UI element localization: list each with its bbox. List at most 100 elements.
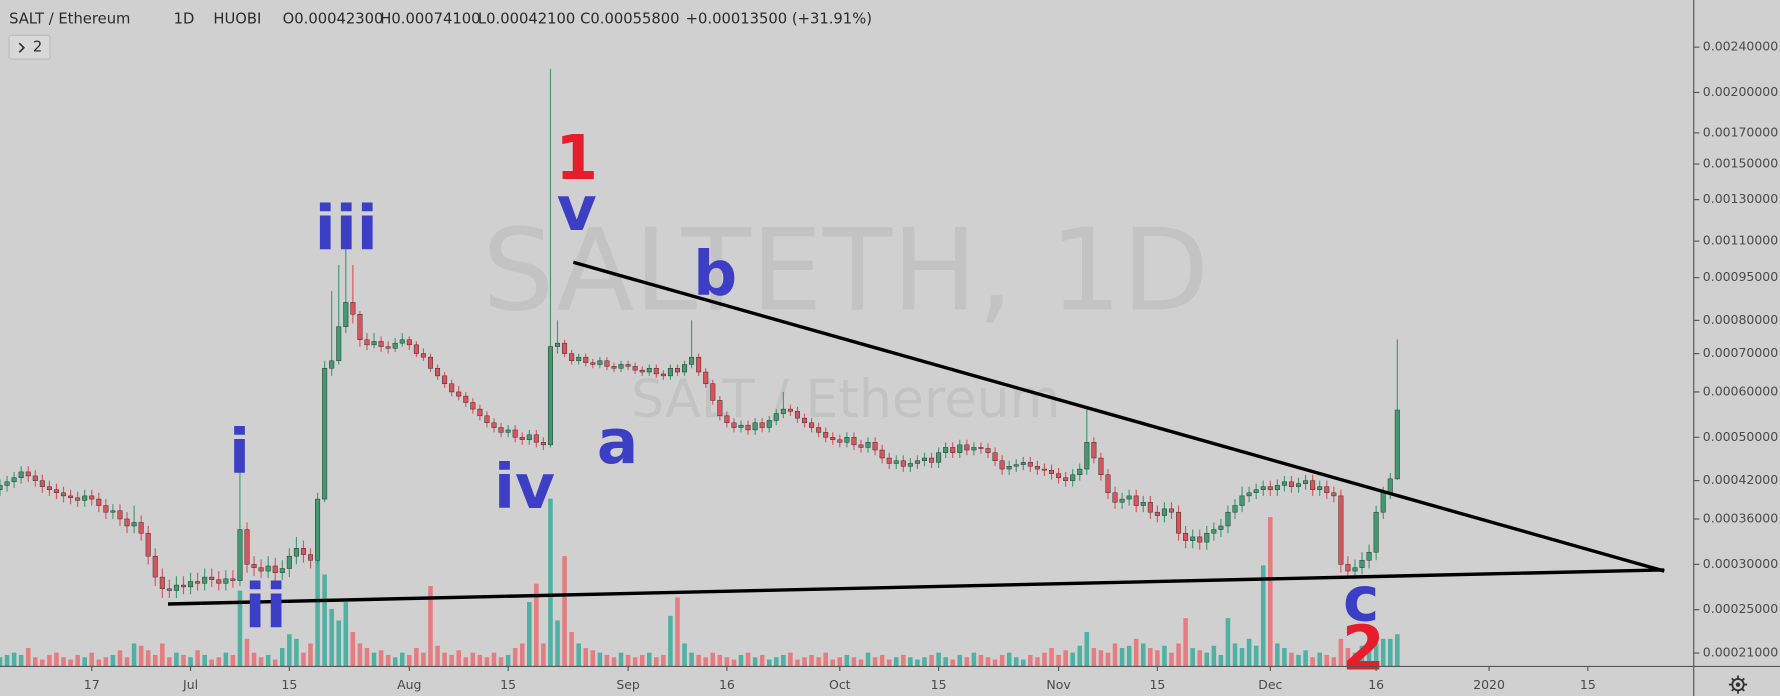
candle-body	[265, 565, 271, 572]
volume-bar	[583, 648, 589, 667]
candle-body	[766, 420, 772, 428]
annotations: 1 v iii b i iv a ii c 2	[229, 123, 1385, 684]
settings-icon[interactable]	[1728, 675, 1748, 694]
volume-bar	[731, 659, 737, 667]
volume-bar	[18, 654, 24, 667]
volume-bar	[1303, 650, 1308, 667]
candle-body	[787, 408, 793, 412]
volume-bar	[1140, 643, 1146, 667]
candle-body	[223, 578, 229, 584]
volume-bar	[788, 652, 793, 667]
volume-bar	[971, 652, 977, 667]
volume-bar	[943, 657, 948, 667]
wave-label: a	[597, 407, 638, 478]
candle-body	[696, 356, 702, 373]
candle-body	[96, 498, 102, 506]
volume-bar	[1218, 654, 1224, 667]
volume-bar	[689, 652, 694, 667]
candle-body	[1366, 551, 1372, 561]
volume-bar	[1260, 565, 1266, 667]
y-tick-label: 0.00130000	[1703, 191, 1778, 206]
wave-label: i	[229, 417, 250, 488]
volume-bar	[1366, 650, 1372, 667]
candle-body	[491, 422, 497, 428]
candle-body	[117, 510, 123, 520]
candle-body	[1098, 457, 1104, 476]
candle-body	[555, 342, 561, 347]
trendline	[167, 568, 1665, 606]
candle-body	[1070, 474, 1076, 481]
volume-bar	[1380, 638, 1386, 667]
volume-bar	[872, 657, 878, 667]
volume-bar	[237, 590, 243, 667]
y-tick-label: 0.00200000	[1703, 84, 1778, 99]
x-tick-label: Nov	[1046, 677, 1070, 692]
candle-body	[597, 360, 603, 365]
candle-body	[943, 447, 949, 453]
volume-bar	[569, 631, 574, 667]
candle-body	[442, 375, 448, 385]
volume-bar	[484, 657, 490, 667]
volume-bar	[1119, 648, 1125, 667]
volume-bar	[11, 652, 17, 667]
x-tick-label: 16	[1368, 677, 1384, 692]
ohlc-low: L0.00042100	[478, 10, 575, 27]
volume-bar	[428, 586, 433, 667]
indicator-toggle-box[interactable]	[8, 34, 51, 60]
volume-bar	[160, 643, 165, 667]
volume-bar	[682, 643, 687, 667]
volume-bar	[527, 602, 532, 667]
candle-body	[1176, 511, 1182, 534]
candle-body	[1190, 536, 1196, 541]
candle-body	[89, 495, 95, 500]
x-tick-label: Jul	[182, 677, 198, 692]
gear-teeth	[1728, 675, 1748, 694]
volume-bar	[999, 654, 1005, 667]
x-tick-label: 17	[84, 677, 100, 692]
x-tick-label: 16	[719, 677, 735, 692]
indicator-toggle[interactable]: 2	[8, 34, 51, 60]
candle-body	[1345, 564, 1351, 572]
volume-bar	[4, 654, 10, 667]
volume-bar	[449, 654, 454, 667]
y-tick-label: 0.00060000	[1703, 383, 1778, 398]
volume-bar	[816, 657, 821, 667]
volume-bar	[830, 659, 836, 667]
volume-bar	[851, 657, 857, 667]
volume-bar	[710, 652, 716, 667]
y-tick-label: 0.00025000	[1703, 601, 1778, 616]
candle-body	[886, 457, 892, 464]
candle-body	[371, 341, 377, 346]
candle-body	[992, 452, 998, 461]
candle-body	[456, 391, 462, 397]
volume-bar	[548, 498, 553, 667]
candle-body	[794, 411, 800, 419]
candle-body	[1359, 559, 1365, 568]
candle-body	[420, 353, 426, 358]
y-tick-label: 0.00021000	[1703, 645, 1778, 660]
volume-bar	[512, 648, 518, 667]
volume-bar	[703, 657, 708, 667]
candle-body	[449, 383, 455, 393]
volume-bar	[795, 659, 800, 667]
volume-bar	[280, 648, 285, 667]
candle-body	[646, 367, 652, 373]
candle-body	[1041, 468, 1047, 471]
candle-body	[1077, 468, 1083, 476]
volume-bar	[40, 659, 45, 667]
candle-body	[639, 369, 645, 373]
volume-bar	[1246, 638, 1252, 667]
volume-bar	[385, 654, 391, 667]
candle-body	[131, 522, 137, 527]
volume-bar	[1296, 654, 1301, 667]
candle-body	[921, 457, 927, 461]
candle-body	[526, 434, 532, 441]
candle-body	[308, 554, 314, 561]
volume-bar	[1359, 645, 1365, 667]
candle-body	[759, 422, 765, 428]
volume-bar	[717, 654, 723, 667]
candle-body	[562, 342, 568, 354]
y-tick-label: 0.00036000	[1703, 510, 1778, 525]
candle-body	[569, 353, 575, 362]
